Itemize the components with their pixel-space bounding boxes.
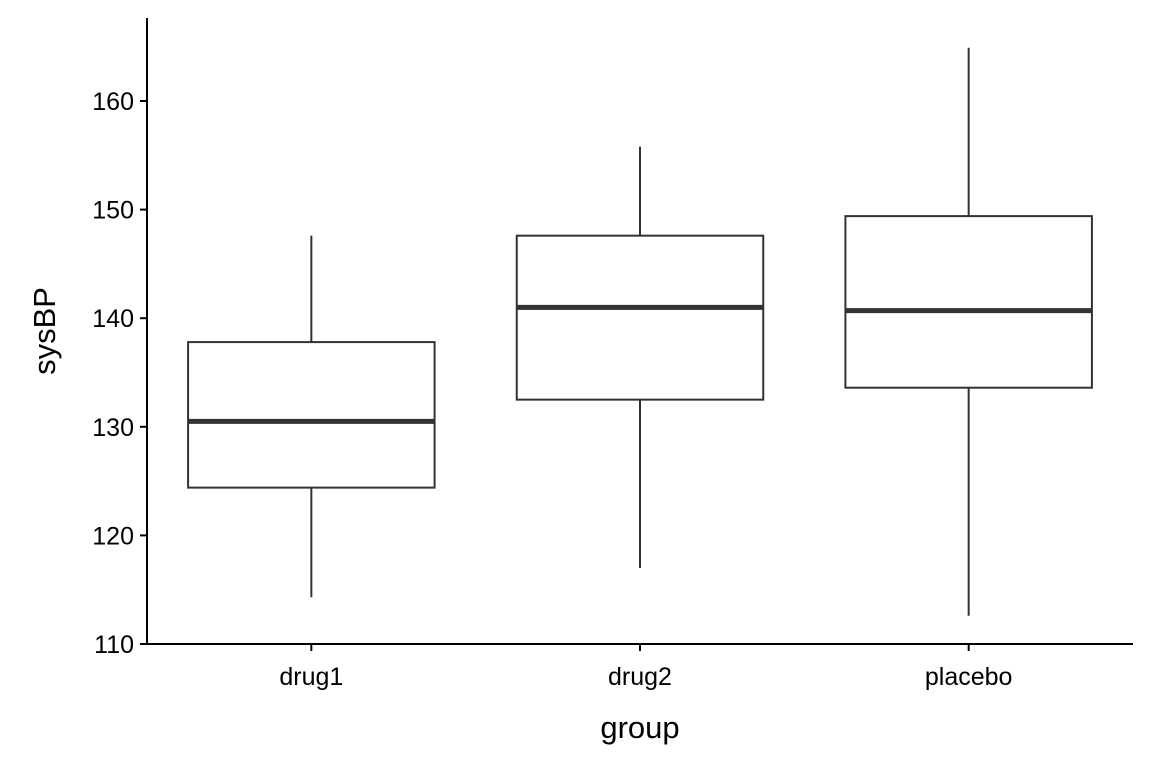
box-drug2 — [515, 146, 765, 568]
x-axis-title: group — [600, 710, 679, 745]
x-tick-label: drug2 — [608, 663, 672, 691]
y-tick-label: 160 — [92, 88, 134, 116]
x-tick-label: drug1 — [279, 663, 343, 691]
y-tick-label: 130 — [92, 414, 134, 442]
y-tick-label: 110 — [94, 631, 134, 659]
y-tick-label: 150 — [92, 197, 134, 225]
x-tick-label: placebo — [925, 663, 1013, 691]
y-axis-title: sysBP — [27, 287, 62, 375]
box-placebo — [844, 47, 1093, 616]
iqr-box — [515, 234, 765, 401]
y-tick-label: 120 — [92, 522, 134, 550]
y-ticks: 110 120 130 140 150 160 — [92, 88, 147, 659]
x-ticks: drug1 drug2 placebo — [279, 644, 1012, 691]
box-drug1 — [187, 235, 436, 598]
iqr-box — [844, 215, 1093, 389]
iqr-box — [187, 341, 436, 489]
boxes-layer — [187, 47, 1093, 616]
y-tick-label: 140 — [92, 305, 134, 333]
